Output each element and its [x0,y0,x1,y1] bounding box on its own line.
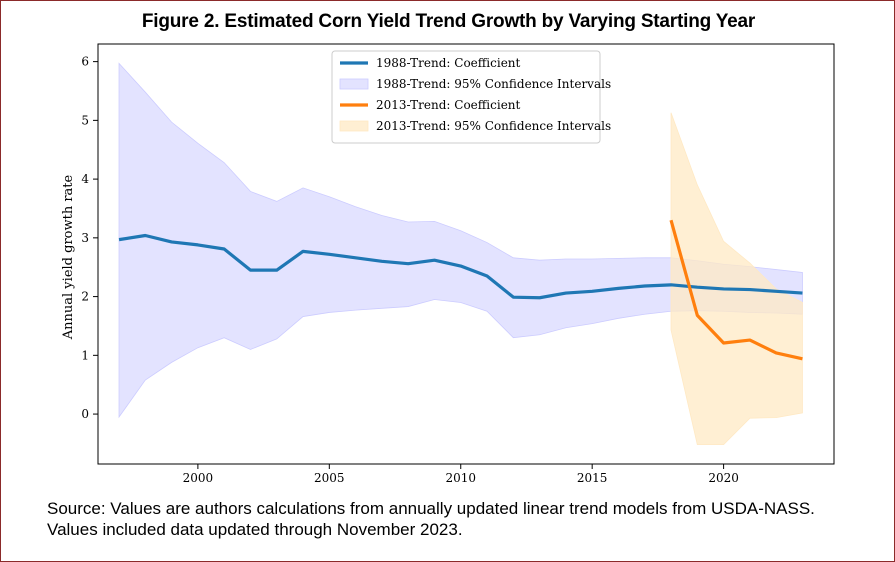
ci-band-series-2 [670,112,803,446]
source-note: Source: Values are authors calculations … [47,498,892,540]
y-axis-title: Annual yield growth rate [61,174,76,340]
figure-title: Figure 2. Estimated Corn Yield Trend Gro… [141,11,756,32]
source-line-1: Source: Values are authors calculations … [47,499,815,518]
confidence-bands [118,62,803,446]
y-tick-label: 0 [81,407,89,421]
plot-area-frame [97,43,835,465]
legend-label: 2013-Trend: Coefficient [376,98,521,112]
x-tick-label: 2010 [445,471,476,485]
y-axis: 0 1 2 3 4 5 6 [81,55,98,421]
y-tick-label: 1 [81,348,89,362]
legend-label: 1988-Trend: 95% Confidence Intervals [376,77,611,91]
coefficient-line-series-2 [669,219,803,361]
y-tick-label: 5 [81,113,89,127]
legend: 1988-Trend: Coefficient 1988-Trend: 95% C… [331,50,611,144]
legend-label: 2013-Trend: 95% Confidence Intervals [376,119,611,133]
y-tick-label: 6 [81,55,89,69]
x-tick-label: 2000 [183,471,214,485]
x-tick-label: 2020 [708,471,739,485]
x-tick-label: 2005 [314,471,345,485]
legend-label: 1988-Trend: Coefficient [376,56,521,70]
coefficient-lines [118,219,803,361]
y-tick-label: 3 [81,231,89,245]
legend-swatch-band [339,120,369,132]
x-axis: 2000 2005 2010 2015 2020 [183,464,739,485]
y-tick-label: 2 [81,290,89,304]
legend-box [331,50,601,144]
x-tick-label: 2015 [577,471,608,485]
y-tick-label: 4 [81,172,89,186]
legend-swatch-band [339,78,369,90]
source-line-2: Values included data updated through Nov… [47,520,463,539]
